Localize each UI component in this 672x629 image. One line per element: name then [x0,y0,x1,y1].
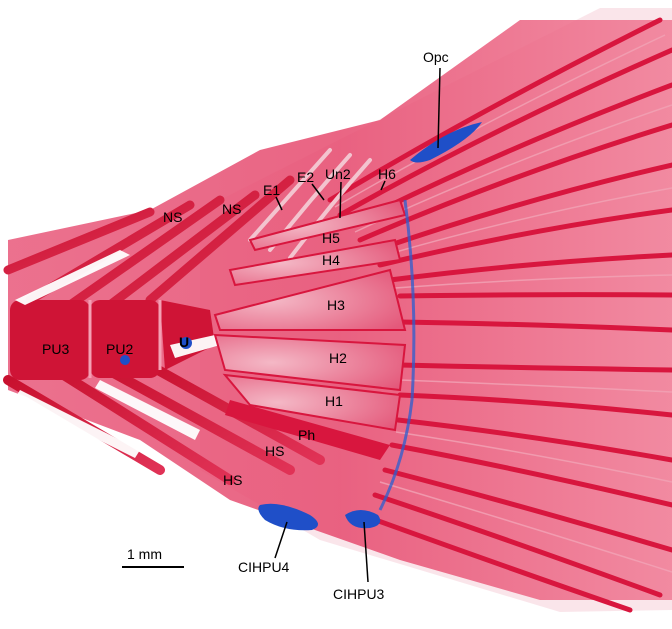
hypural-5 [248,198,407,252]
label-h6: H6 [378,166,396,182]
label-h3: H3 [327,297,345,313]
hypural-4 [228,238,402,287]
label-hs-2: HS [223,472,243,488]
cartilage [120,122,482,531]
leader-h6 [380,180,386,191]
lower-fin-rays [359,362,672,613]
vertebra-pu2 [90,300,160,378]
label-pu3: PU3 [42,341,70,357]
label-h5: H5 [322,230,340,246]
leader-opc [437,67,441,149]
leader-e2 [311,183,325,201]
label-ph: Ph [298,427,316,443]
leader-lines [274,67,441,583]
leader-un2 [339,181,342,219]
label-u: U [179,334,190,350]
label-hs-1: HS [265,443,285,459]
cartilage-opc [410,122,482,163]
label-cihpu3: CIHPU3 [333,586,385,602]
hypural-2 [213,333,407,392]
leader-e1 [275,196,283,211]
label-cihpu4: CIHPU4 [238,559,290,575]
cartilage-u [180,337,192,349]
leader-cihpu4 [274,521,288,559]
hypural-1 [222,373,402,432]
scale-bar-label: 1 mm [127,546,162,562]
label-pu2: PU2 [106,341,134,357]
lower-ray-highlights [379,379,672,573]
leader-cihpu3 [363,521,369,583]
inter-spine-gaps [15,250,220,458]
vertebra-joints [88,300,162,378]
label-e2: E2 [297,169,315,185]
label-un2: Un2 [325,166,351,182]
label-ns-1: NS [163,209,183,225]
cartilage-cihpu4 [258,503,319,531]
label-e1: E1 [263,182,281,198]
cartilage-cihpu3 [345,510,381,529]
label-h4: H4 [322,252,340,268]
vertebrae [10,300,215,380]
hypural-3 [213,268,407,331]
hypural-cartilage-margin [378,199,416,511]
hypurals [213,198,407,432]
cartilage-pu2 [120,355,130,365]
label-h1: H1 [325,393,343,409]
vertebra-pu3 [10,300,90,380]
label-opc: Opc [423,49,449,65]
parhypural [225,400,390,460]
label-h2: H2 [329,350,347,366]
label-ns-2: NS [222,201,242,217]
